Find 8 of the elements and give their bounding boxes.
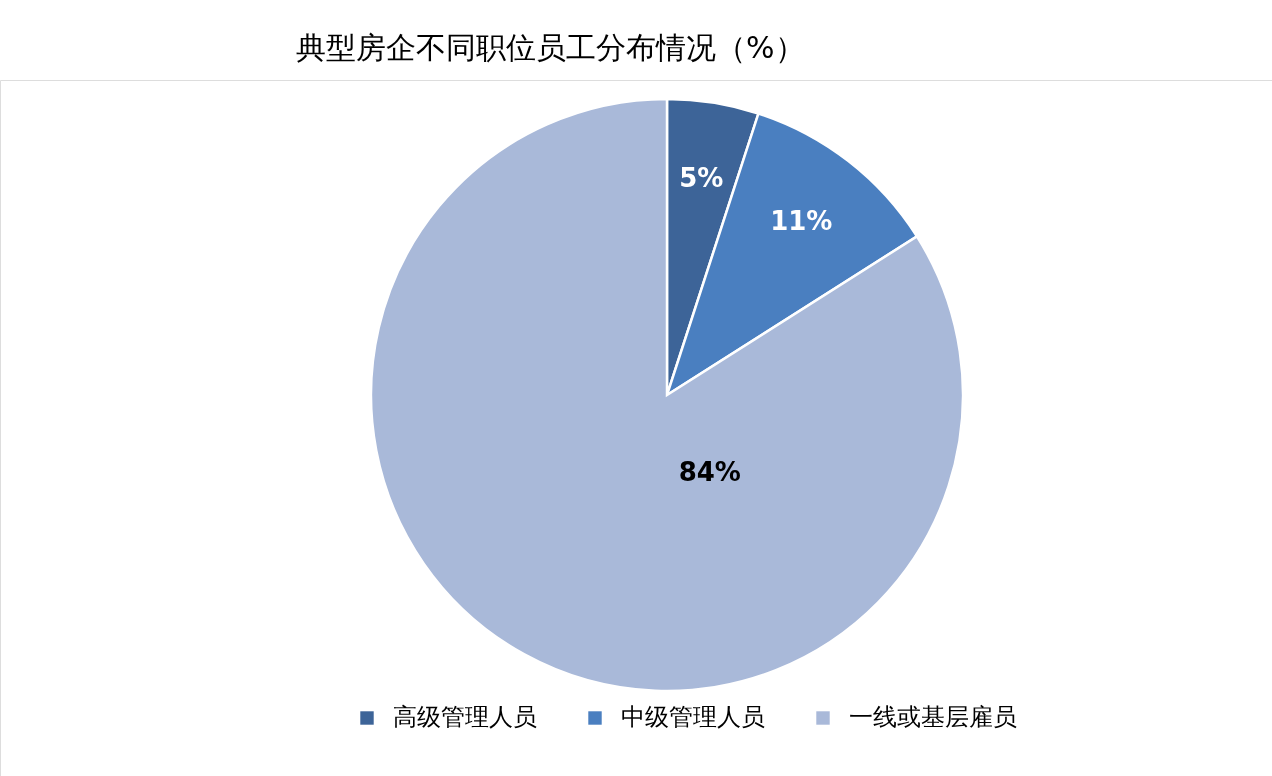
data-label: 84% (678, 456, 741, 487)
data-label: 11% (770, 205, 833, 236)
legend-label: 一线或基层雇员 (849, 703, 1017, 731)
legend-label: 中级管理人员 (621, 703, 765, 731)
pie-slice (369, 97, 964, 692)
chart-title: 典型房企不同职位员工分布情况（%） (296, 30, 805, 65)
data-label: 5% (679, 162, 724, 193)
legend-label: 高级管理人员 (393, 703, 537, 731)
